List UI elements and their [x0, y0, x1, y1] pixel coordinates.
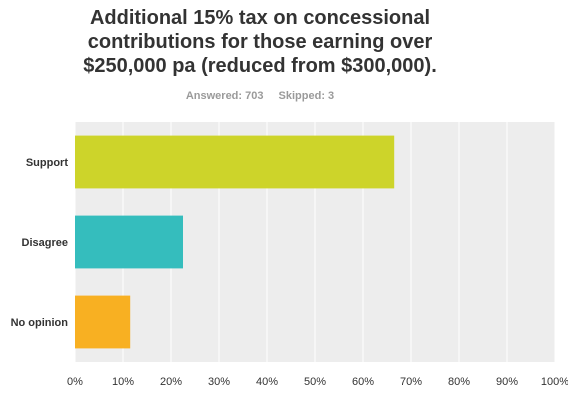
chart-title: Additional 15% tax on concessional contr…: [0, 6, 520, 78]
bar-no-opinion: [75, 295, 131, 349]
x-tick-label: 70%: [400, 376, 422, 388]
y-category-label: No opinion: [11, 317, 69, 329]
skipped-count: Skipped: 3: [278, 90, 335, 102]
chart-title-line-1: Additional 15% tax on concessional: [89, 7, 431, 29]
x-tick-label: 90%: [496, 376, 518, 388]
y-category-label: Disagree: [22, 237, 68, 249]
x-tick-label: 100%: [541, 376, 568, 388]
x-tick-label: 10%: [112, 376, 134, 388]
bar-support: [75, 135, 395, 189]
x-tick-label: 30%: [208, 376, 230, 388]
x-tick-label: 20%: [160, 376, 182, 388]
answered-count: Answered: 703: [185, 90, 264, 102]
x-tick-label: 0%: [67, 376, 83, 388]
x-tick-label: 60%: [352, 376, 374, 388]
chart-title-line-2: contributions for those earning over: [87, 31, 433, 53]
x-tick-label: 40%: [256, 376, 278, 388]
y-category-label: Support: [26, 157, 68, 169]
bar-disagree: [75, 215, 183, 269]
chart-title-line-3: $250,000 pa (reduced from $300,000).: [83, 55, 437, 77]
response-summary: Answered: 703 Skipped: 3: [0, 90, 520, 102]
x-tick-label: 50%: [304, 376, 326, 388]
x-tick-label: 80%: [448, 376, 470, 388]
